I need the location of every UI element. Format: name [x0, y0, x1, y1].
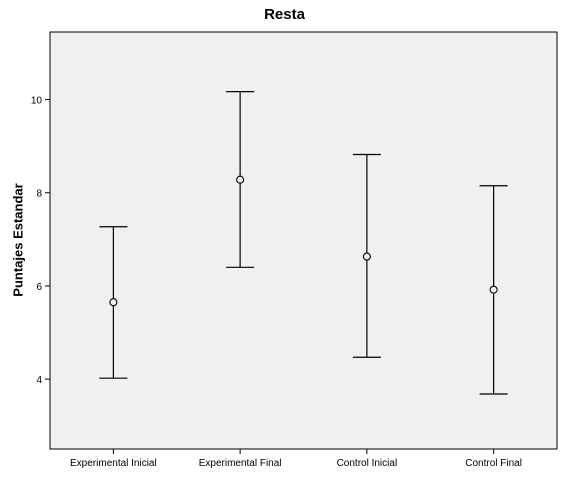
y-axis: 4 6 8 10	[31, 96, 50, 386]
y-tick-label: 6	[36, 282, 42, 293]
error-bar	[99, 226, 128, 379]
plot-area	[49, 31, 558, 450]
mean-marker	[236, 175, 245, 184]
x-tick-label: Control Final	[465, 458, 522, 469]
y-tick-label: 4	[36, 375, 42, 386]
chart-title: Resta	[264, 6, 305, 23]
y-tick-label: 10	[31, 96, 43, 107]
error-bar	[479, 185, 508, 395]
error-bar-series	[99, 91, 508, 395]
error-bar	[226, 91, 255, 268]
y-tick-label: 8	[36, 189, 42, 200]
mean-marker	[109, 298, 118, 307]
mean-marker	[362, 252, 371, 261]
x-tick-label: Experimental Inicial	[70, 458, 157, 469]
mean-marker	[489, 285, 498, 294]
error-bar	[352, 153, 381, 358]
x-tick-label: Experimental Final	[199, 458, 282, 469]
x-axis: Experimental Inicial Experimental Final Co…	[70, 449, 522, 469]
x-tick-label: Control Inicial	[337, 458, 398, 469]
